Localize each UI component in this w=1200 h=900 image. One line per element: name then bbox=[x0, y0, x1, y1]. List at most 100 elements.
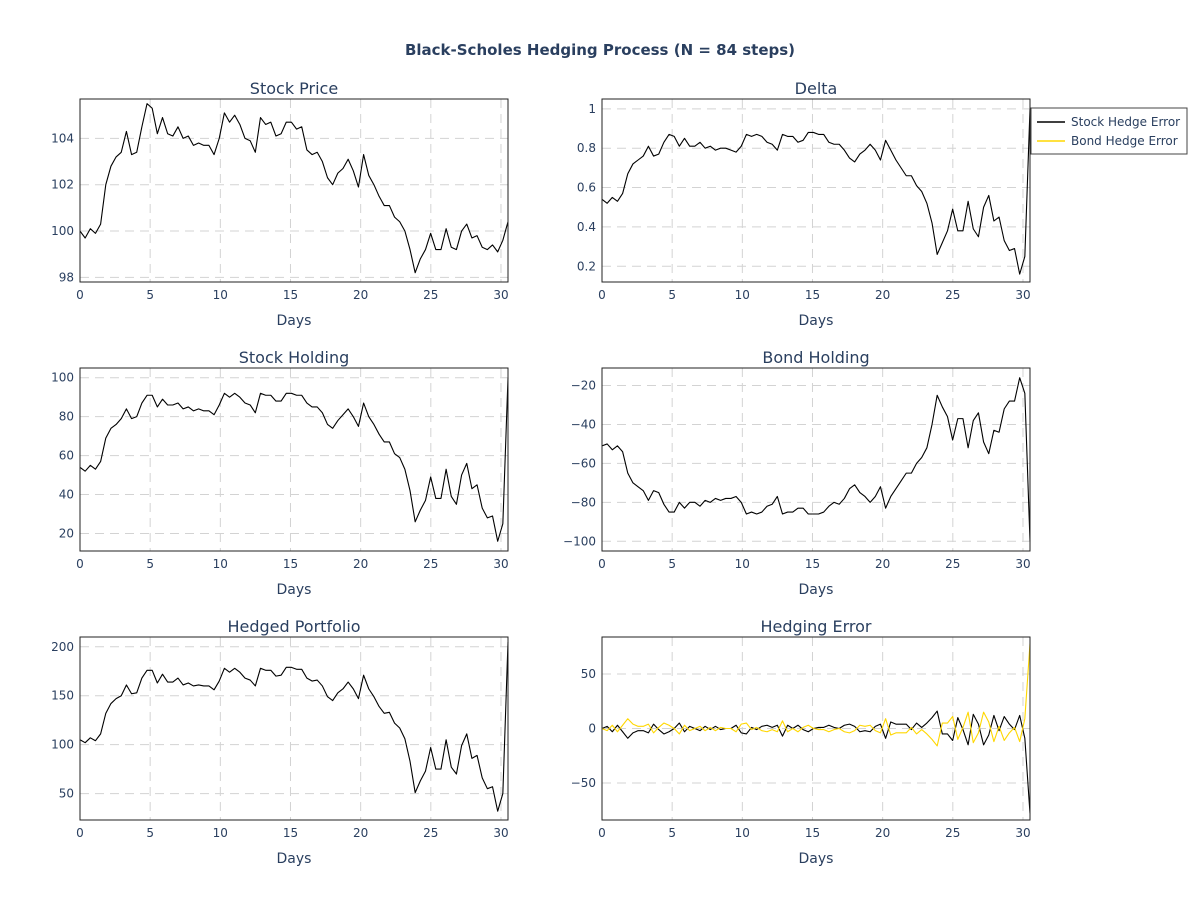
legend[interactable]: Stock Hedge Error Bond Hedge Error bbox=[1030, 107, 1188, 155]
y-tick-label: 0 bbox=[588, 722, 596, 736]
x-tick-label: 0 bbox=[598, 557, 606, 571]
x-tick-label: 30 bbox=[1015, 288, 1030, 302]
series-line-stock-hedge-error bbox=[601, 710, 1031, 814]
x-axis-title: Days bbox=[277, 582, 312, 598]
x-tick-label: 20 bbox=[875, 557, 890, 571]
x-tick-label: 10 bbox=[735, 826, 750, 840]
subplot-1[interactable]: 0 5 10 15 20 25 30 98 100 102 104 Stock Price Days bbox=[51, 79, 509, 329]
x-tick-label: 25 bbox=[423, 288, 438, 302]
y-tick-label: 0.8 bbox=[577, 141, 596, 155]
x-tick-label: 20 bbox=[353, 826, 368, 840]
y-tick-label: 1 bbox=[588, 102, 596, 116]
plot-frame bbox=[79, 98, 509, 283]
y-tick-label: 100 bbox=[51, 738, 74, 752]
plot-frame bbox=[79, 636, 509, 821]
x-tick-label: 25 bbox=[423, 826, 438, 840]
subplot-title: Stock Price bbox=[250, 79, 338, 98]
plot-frame bbox=[601, 98, 1031, 283]
x-tick-label: 10 bbox=[213, 288, 228, 302]
figure-title: Black-Scholes Hedging Process (N = 84 st… bbox=[405, 41, 795, 59]
series-line bbox=[79, 377, 509, 542]
x-tick-label: 5 bbox=[668, 288, 676, 302]
legend-label-bond: Bond Hedge Error bbox=[1071, 134, 1178, 148]
y-tick-label: 100 bbox=[51, 224, 74, 238]
x-tick-label: 10 bbox=[735, 288, 750, 302]
x-tick-label: 5 bbox=[146, 288, 154, 302]
plot-frame bbox=[601, 636, 1031, 821]
x-tick-label: 25 bbox=[945, 826, 960, 840]
x-tick-label: 25 bbox=[945, 557, 960, 571]
x-tick-label: 5 bbox=[146, 557, 154, 571]
y-tick-label: 98 bbox=[59, 270, 74, 284]
y-tick-label: 40 bbox=[59, 488, 74, 502]
y-tick-label: 80 bbox=[59, 410, 74, 424]
x-axis-title: Days bbox=[277, 851, 312, 867]
x-tick-label: 20 bbox=[875, 826, 890, 840]
series-line bbox=[79, 641, 509, 812]
x-tick-label: 0 bbox=[76, 826, 84, 840]
x-tick-label: 15 bbox=[283, 557, 298, 571]
y-tick-label: 100 bbox=[51, 371, 74, 385]
y-tick-label: 200 bbox=[51, 640, 74, 654]
subplot-3[interactable]: 0 5 10 15 20 25 30 20 40 60 80 100 Stock Holding Days bbox=[51, 348, 509, 598]
subplot-6[interactable]: 0 5 10 15 20 25 30 −50 0 50 Hedging Error Days bbox=[571, 617, 1031, 867]
x-tick-label: 15 bbox=[805, 826, 820, 840]
x-tick-label: 20 bbox=[875, 288, 890, 302]
x-tick-label: 15 bbox=[805, 288, 820, 302]
x-tick-label: 0 bbox=[76, 557, 84, 571]
x-tick-label: 20 bbox=[353, 288, 368, 302]
y-tick-label: 150 bbox=[51, 689, 74, 703]
subplot-title: Delta bbox=[795, 79, 838, 98]
x-tick-label: 10 bbox=[213, 826, 228, 840]
plot-frame bbox=[601, 367, 1031, 552]
subplot-2[interactable]: 0 5 10 15 20 25 30 0.2 0.4 0.6 0.8 1 Delta Days bbox=[577, 79, 1031, 329]
x-axis-title: Days bbox=[799, 582, 834, 598]
subplot-title: Hedging Error bbox=[760, 617, 871, 636]
y-tick-label: 50 bbox=[59, 787, 74, 801]
x-tick-label: 30 bbox=[493, 557, 508, 571]
x-tick-label: 0 bbox=[598, 826, 606, 840]
y-tick-label: −100 bbox=[563, 534, 596, 548]
x-axis-title: Days bbox=[799, 313, 834, 329]
series-line bbox=[79, 103, 509, 274]
x-tick-label: 15 bbox=[283, 288, 298, 302]
y-tick-label: 102 bbox=[51, 178, 74, 192]
subplot-title: Bond Holding bbox=[762, 348, 869, 367]
y-tick-label: 0.2 bbox=[577, 259, 596, 273]
y-tick-label: −60 bbox=[571, 456, 596, 470]
series-line-bond-hedge-error bbox=[601, 643, 1031, 747]
x-tick-label: 10 bbox=[735, 557, 750, 571]
x-tick-label: 5 bbox=[668, 557, 676, 571]
x-tick-label: 25 bbox=[945, 288, 960, 302]
y-tick-label: −50 bbox=[571, 776, 596, 790]
y-tick-label: 0.4 bbox=[577, 220, 596, 234]
legend-label-stock: Stock Hedge Error bbox=[1071, 115, 1180, 129]
y-tick-label: −20 bbox=[571, 379, 596, 393]
x-axis-title: Days bbox=[277, 313, 312, 329]
x-tick-label: 30 bbox=[493, 288, 508, 302]
subplot-title: Stock Holding bbox=[239, 348, 350, 367]
x-tick-label: 0 bbox=[76, 288, 84, 302]
y-tick-label: 0.6 bbox=[577, 181, 596, 195]
x-tick-label: 5 bbox=[146, 826, 154, 840]
x-axis-title: Days bbox=[799, 851, 834, 867]
x-tick-label: 30 bbox=[493, 826, 508, 840]
y-tick-label: 60 bbox=[59, 449, 74, 463]
y-tick-label: 20 bbox=[59, 526, 74, 540]
y-tick-label: −40 bbox=[571, 417, 596, 431]
x-tick-label: 10 bbox=[213, 557, 228, 571]
y-tick-label: 104 bbox=[51, 131, 74, 145]
x-tick-label: 30 bbox=[1015, 826, 1030, 840]
plot-frame bbox=[79, 367, 509, 552]
x-tick-label: 0 bbox=[598, 288, 606, 302]
subplot-5[interactable]: 0 5 10 15 20 25 30 50 100 150 200 Hedged Portfolio D… bbox=[51, 617, 509, 867]
x-tick-label: 5 bbox=[668, 826, 676, 840]
subplot-4[interactable]: 0 5 10 15 20 25 30 −100 −80 −60 −40 −20 Bond Holding… bbox=[563, 348, 1031, 598]
x-tick-label: 20 bbox=[353, 557, 368, 571]
x-tick-label: 30 bbox=[1015, 557, 1030, 571]
y-tick-label: −80 bbox=[571, 495, 596, 509]
y-tick-label: 50 bbox=[581, 667, 596, 681]
legend-box bbox=[1030, 107, 1188, 155]
